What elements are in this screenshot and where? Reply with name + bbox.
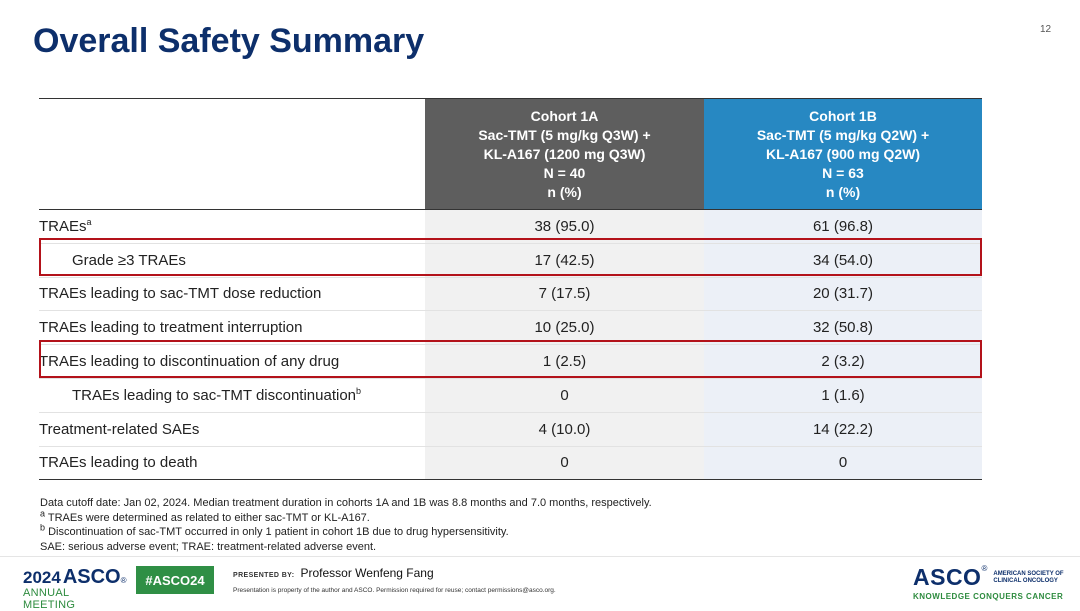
footnote-marker: a bbox=[86, 216, 92, 227]
header-line: n (%) bbox=[547, 183, 582, 200]
row-label: Treatment-related SAEs bbox=[39, 412, 425, 447]
asco-annual-meeting-logo: 2024 ASCO ® ANNUAL MEETING bbox=[23, 566, 127, 611]
asco-society-logo: ASCO ® AMERICAN SOCIETY OF CLINICAL ONCO… bbox=[913, 564, 1064, 601]
cell-cohort-1a: 4 (10.0) bbox=[425, 412, 704, 447]
row-label: TRAEs leading to treatment interruption bbox=[39, 310, 425, 346]
meeting-year: 2024 bbox=[23, 568, 61, 587]
row-label: TRAEsa bbox=[39, 209, 425, 244]
org-tagline: KNOWLEDGE CONQUERS CANCER bbox=[913, 592, 1064, 601]
row-label-text: TRAEs leading to sac-TMT dose reduction bbox=[39, 285, 322, 303]
row-label-text: Treatment-related SAEs bbox=[39, 420, 200, 438]
society-name-line: CLINICAL ONCOLOGY bbox=[993, 577, 1058, 584]
cell-cohort-1a: 1 (2.5) bbox=[425, 344, 704, 379]
slide-title: Overall Safety Summary bbox=[33, 22, 425, 60]
footnote-b: b Discontinuation of sac-TMT occurred in… bbox=[40, 522, 652, 540]
header-cohort-1a: Cohort 1A Sac-TMT (5 mg/kg Q3W) + KL-A16… bbox=[425, 98, 704, 210]
row-label: TRAEs leading to sac-TMT dose reduction bbox=[39, 277, 425, 312]
table-row: TRAEsa 38 (95.0) 61 (96.8) bbox=[39, 209, 982, 244]
row-label: TRAEs leading to sac-TMT discontinuation… bbox=[39, 378, 425, 413]
header-line: Sac-TMT (5 mg/kg Q3W) + bbox=[478, 126, 651, 143]
footnote-cutoff: Data cutoff date: Jan 02, 2024. Median t… bbox=[40, 497, 652, 509]
row-label: Grade ≥3 TRAEs bbox=[39, 243, 425, 278]
presenter-name: Professor Wenfeng Fang bbox=[300, 566, 434, 580]
cell-cohort-1a: 17 (42.5) bbox=[425, 243, 704, 278]
row-label-text: TRAEs leading to death bbox=[39, 454, 198, 472]
header-line: Sac-TMT (5 mg/kg Q2W) + bbox=[756, 126, 930, 143]
footnote-marker: b bbox=[40, 522, 46, 533]
table-row: TRAEs leading to discontinuation of any … bbox=[39, 344, 982, 379]
cell-cohort-1a: 38 (95.0) bbox=[425, 209, 704, 244]
cell-cohort-1b: 61 (96.8) bbox=[704, 209, 982, 244]
table-row: TRAEs leading to treatment interruption … bbox=[39, 310, 982, 346]
header-line: KL-A167 (900 mg Q2W) bbox=[765, 145, 921, 162]
header-line: N = 63 bbox=[822, 164, 864, 181]
page-number: 12 bbox=[1040, 24, 1052, 35]
table-row: TRAEs leading to sac-TMT dose reduction … bbox=[39, 277, 982, 312]
table-row: TRAEs leading to death 0 0 bbox=[39, 446, 982, 481]
cell-cohort-1b: 20 (31.7) bbox=[704, 277, 982, 312]
footnote-text: TRAEs were determined as related to eith… bbox=[45, 511, 370, 524]
row-label: TRAEs leading to discontinuation of any … bbox=[39, 344, 425, 379]
cell-cohort-1a: 0 bbox=[425, 378, 704, 413]
registered-mark: ® bbox=[981, 564, 988, 573]
hashtag-badge: #ASCO24 bbox=[136, 566, 214, 594]
cell-cohort-1b: 2 (3.2) bbox=[704, 344, 982, 379]
footer-divider bbox=[0, 556, 1080, 557]
row-label-text: TRAEs bbox=[39, 217, 87, 235]
cell-cohort-1b: 32 (50.8) bbox=[704, 310, 982, 346]
presenter-block: PRESENTED BY: Professor Wenfeng Fang Pre… bbox=[233, 566, 556, 594]
row-label-text: TRAEs leading to treatment interruption bbox=[39, 319, 303, 337]
table-row: Treatment-related SAEs 4 (10.0) 14 (22.2… bbox=[39, 412, 982, 447]
meeting-org: ASCO bbox=[62, 566, 121, 588]
cell-cohort-1a: 7 (17.5) bbox=[425, 277, 704, 312]
safety-summary-table: Cohort 1A Sac-TMT (5 mg/kg Q3W) + KL-A16… bbox=[39, 98, 982, 481]
footnote-text: Discontinuation of sac-TMT occurred in o… bbox=[45, 526, 509, 538]
cell-cohort-1a: 10 (25.0) bbox=[425, 310, 704, 346]
row-label-text: TRAEs leading to sac-TMT discontinuation bbox=[72, 386, 357, 404]
footnote-a: a TRAEs were determined as related to ei… bbox=[40, 507, 652, 526]
cell-cohort-1b: 0 bbox=[704, 446, 982, 481]
header-line: N = 40 bbox=[543, 164, 586, 181]
row-label-text: Grade ≥3 TRAEs bbox=[72, 251, 186, 269]
table-row: Grade ≥3 TRAEs 17 (42.5) 34 (54.0) bbox=[39, 243, 982, 278]
row-label-text: TRAEs leading to discontinuation of any … bbox=[39, 353, 340, 371]
table-row: TRAEs leading to sac-TMT discontinuation… bbox=[39, 378, 982, 413]
society-name: AMERICAN SOCIETY OF CLINICAL ONCOLOGY bbox=[993, 571, 1063, 585]
header-line: KL-A167 (1200 mg Q3W) bbox=[483, 145, 646, 162]
footnote-marker: b bbox=[356, 385, 362, 396]
table-header-row: Cohort 1A Sac-TMT (5 mg/kg Q3W) + KL-A16… bbox=[39, 98, 982, 210]
header-line: Cohort 1A bbox=[530, 107, 599, 124]
cell-cohort-1b: 34 (54.0) bbox=[704, 243, 982, 278]
cell-cohort-1b: 1 (1.6) bbox=[704, 378, 982, 413]
header-cohort-1b: Cohort 1B Sac-TMT (5 mg/kg Q2W) + KL-A16… bbox=[704, 98, 982, 210]
header-line: Cohort 1B bbox=[809, 107, 877, 124]
registered-mark: ® bbox=[120, 576, 127, 585]
permission-notice: Presentation is property of the author a… bbox=[233, 587, 556, 594]
footnote-abbreviations: SAE: serious adverse event; TRAE: treatm… bbox=[40, 540, 377, 553]
cell-cohort-1a: 0 bbox=[425, 446, 704, 481]
cell-cohort-1b: 14 (22.2) bbox=[704, 412, 982, 447]
org-logo-text: ASCO bbox=[913, 564, 982, 590]
row-label: TRAEs leading to death bbox=[39, 446, 425, 481]
header-blank-cell bbox=[39, 98, 425, 210]
footnote-marker: a bbox=[40, 507, 46, 518]
header-line: n (%) bbox=[825, 183, 861, 200]
society-name-line: AMERICAN SOCIETY OF bbox=[993, 570, 1064, 577]
presented-by-label: PRESENTED BY: bbox=[233, 572, 295, 579]
meeting-subtitle: ANNUAL MEETING bbox=[23, 587, 76, 611]
footnotes: Data cutoff date: Jan 02, 2024. Median t… bbox=[40, 496, 652, 554]
